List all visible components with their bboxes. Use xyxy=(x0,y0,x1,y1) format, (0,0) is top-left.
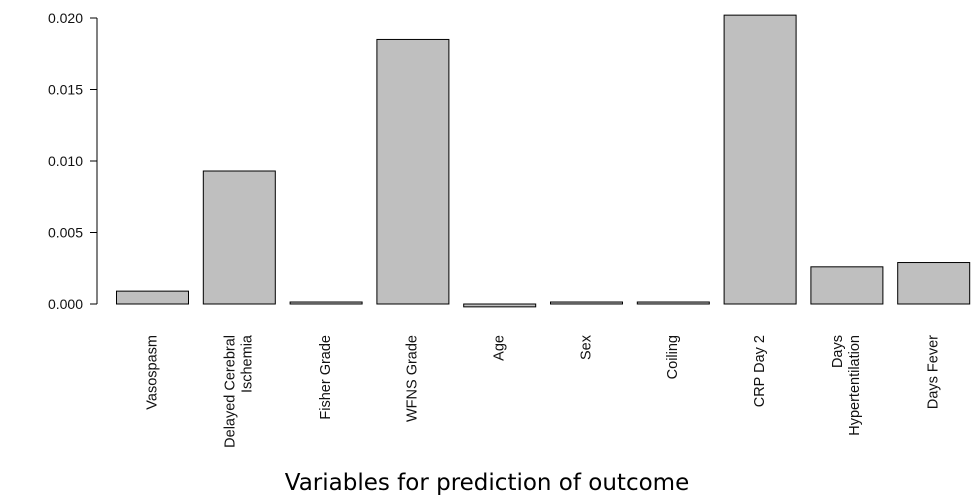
category-label: Age xyxy=(492,335,508,361)
category-label: Hypertentilation xyxy=(847,335,863,436)
category-label: Fisher Grade xyxy=(318,335,334,420)
category-label: Ischemia xyxy=(240,334,256,393)
bar-crp-day-2 xyxy=(723,14,797,305)
category-label: CRP Day 2 xyxy=(752,335,768,407)
bar-fisher-grade xyxy=(289,301,363,305)
y-tick-label: 0.015 xyxy=(48,82,83,98)
category-label: Sex xyxy=(578,334,594,360)
bar-vasospasm xyxy=(116,290,189,305)
category-label: Delayed Cerebral xyxy=(223,335,239,448)
category-label: WFNS Grade xyxy=(405,335,421,422)
bar-days-fever xyxy=(897,262,971,305)
category-label: Coiling xyxy=(665,335,681,379)
y-tick-label: 0.005 xyxy=(48,225,83,241)
bar-delayed-cerebral-ischemia xyxy=(202,170,276,305)
category-labels: Vasospasm Delayed Cerebral Ischemia Fisher … xyxy=(144,334,941,448)
x-axis-title: Variables for prediction of outcome xyxy=(284,470,690,496)
y-tick-label: 0.000 xyxy=(48,296,83,312)
bar-age xyxy=(463,303,537,308)
bar-coiling xyxy=(636,301,710,305)
category-label: Days Fever xyxy=(926,335,942,409)
bar-days-hypertentilation xyxy=(810,266,884,305)
bar-wfns-grade xyxy=(376,38,450,305)
bar-sex xyxy=(550,301,623,305)
y-axis: 0.000 0.005 0.010 0.015 0.020 xyxy=(48,10,98,312)
y-tick-label: 0.020 xyxy=(48,10,83,26)
y-tick-label: 0.010 xyxy=(48,153,83,169)
bars xyxy=(116,14,971,308)
category-label: Vasospasm xyxy=(144,335,160,410)
category-label: Days xyxy=(830,335,846,368)
